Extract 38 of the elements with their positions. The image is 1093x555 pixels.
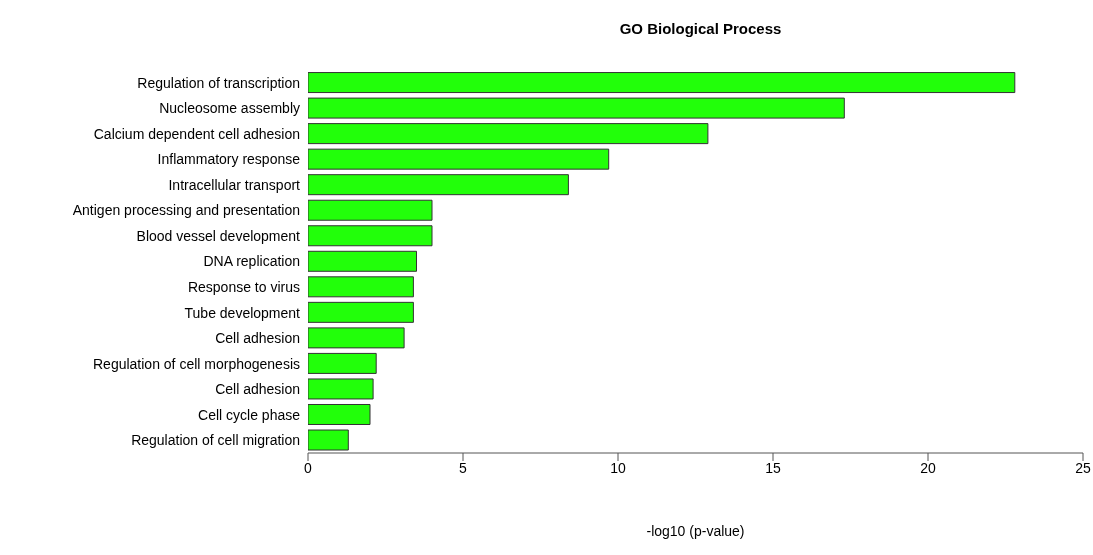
bar	[308, 72, 1016, 94]
bar	[308, 276, 414, 298]
y-tick-label: Calcium dependent cell adhesion	[93, 125, 300, 142]
y-tick-label: Regulation of cell migration	[131, 432, 300, 449]
x-tick-label: 20	[920, 459, 936, 476]
y-tick-label: Tube development	[184, 304, 301, 321]
bar	[308, 97, 845, 119]
bar	[308, 225, 433, 247]
y-tick-label: Cell adhesion	[215, 381, 300, 398]
bar	[308, 148, 610, 170]
bar	[308, 378, 374, 400]
bar	[308, 403, 371, 425]
x-tick-label: 25	[1075, 459, 1091, 476]
y-tick-label: Regulation of transcription	[137, 74, 300, 91]
bar	[308, 352, 377, 374]
bar	[308, 123, 709, 145]
bar	[308, 199, 433, 221]
y-tick-label: Response to virus	[187, 279, 300, 295]
y-tick-label: Cell cycle phase	[198, 406, 301, 423]
y-tick-label: Blood vessel development	[136, 227, 301, 244]
bar	[308, 429, 349, 451]
y-tick-label: Nucleosome assembly	[159, 100, 300, 117]
y-tick-label: DNA replication	[203, 253, 300, 270]
y-tick-label: Antigen processing and presentation	[72, 202, 300, 219]
y-tick-label: Cell adhesion	[215, 330, 300, 347]
x-axis-title: -log10 (p-value)	[645, 523, 746, 539]
bar	[308, 250, 417, 272]
bar	[308, 174, 569, 196]
x-tick-label: 10	[610, 459, 626, 476]
bar	[308, 327, 405, 349]
x-tick-label: 5	[459, 459, 468, 476]
y-tick-label: Intracellular transport	[168, 176, 301, 193]
chart-title: GO Biological Process	[618, 20, 783, 37]
bar	[308, 301, 414, 323]
x-tick-label: 0	[304, 459, 313, 476]
y-tick-label: Regulation of cell morphogenesis	[92, 355, 300, 372]
x-tick-label: 15	[765, 459, 781, 476]
y-tick-label: Inflammatory response	[157, 151, 301, 168]
